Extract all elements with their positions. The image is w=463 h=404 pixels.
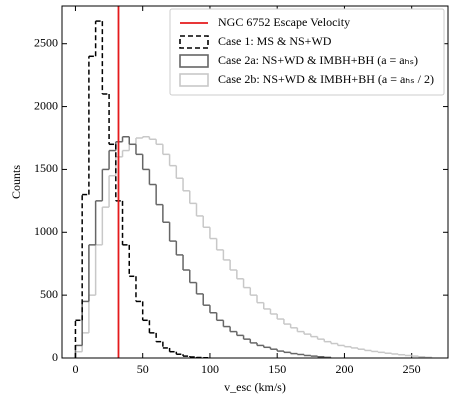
series [74, 135, 332, 359]
legend-box [169, 8, 445, 96]
legend-label: Case 2a: NS+WD & IMBH+BH (a = aₕₛ) [218, 53, 418, 67]
legend: NGC 6752 Escape Velocity Case 1: MS & NS+… [169, 8, 445, 96]
x-tick-label: 150 [268, 362, 286, 376]
legend-swatch [179, 35, 209, 49]
y-tick-label: 500 [40, 287, 58, 301]
y-tick-label: 2500 [34, 35, 58, 49]
y-tick-label: 0 [52, 350, 58, 364]
y-tick-label: 1500 [34, 161, 58, 175]
x-tick-label: 50 [137, 362, 149, 376]
x-tick-label: 200 [335, 362, 353, 376]
plot-area [74, 20, 433, 359]
legend-swatch [179, 73, 209, 87]
plot-frame [61, 5, 449, 359]
x-tick-label: 0 [72, 362, 78, 376]
x-tick-label: 100 [201, 362, 219, 376]
y-tick-label: 2000 [34, 98, 58, 112]
legend-label: Case 1: MS & NS+WD [218, 34, 332, 48]
legend-label: NGC 6752 Escape Velocity [218, 15, 350, 29]
legend-swatch [179, 54, 209, 68]
y-axis-label: Counts [9, 165, 23, 199]
x-axis-label: v_esc (km/s) [224, 380, 286, 394]
x-tick-label: 250 [403, 362, 421, 376]
y-tick-label: 1000 [34, 224, 58, 238]
legend-label: Case 2b: NS+WD & IMBH+BH (a = aₕₛ / 2) [218, 72, 434, 86]
